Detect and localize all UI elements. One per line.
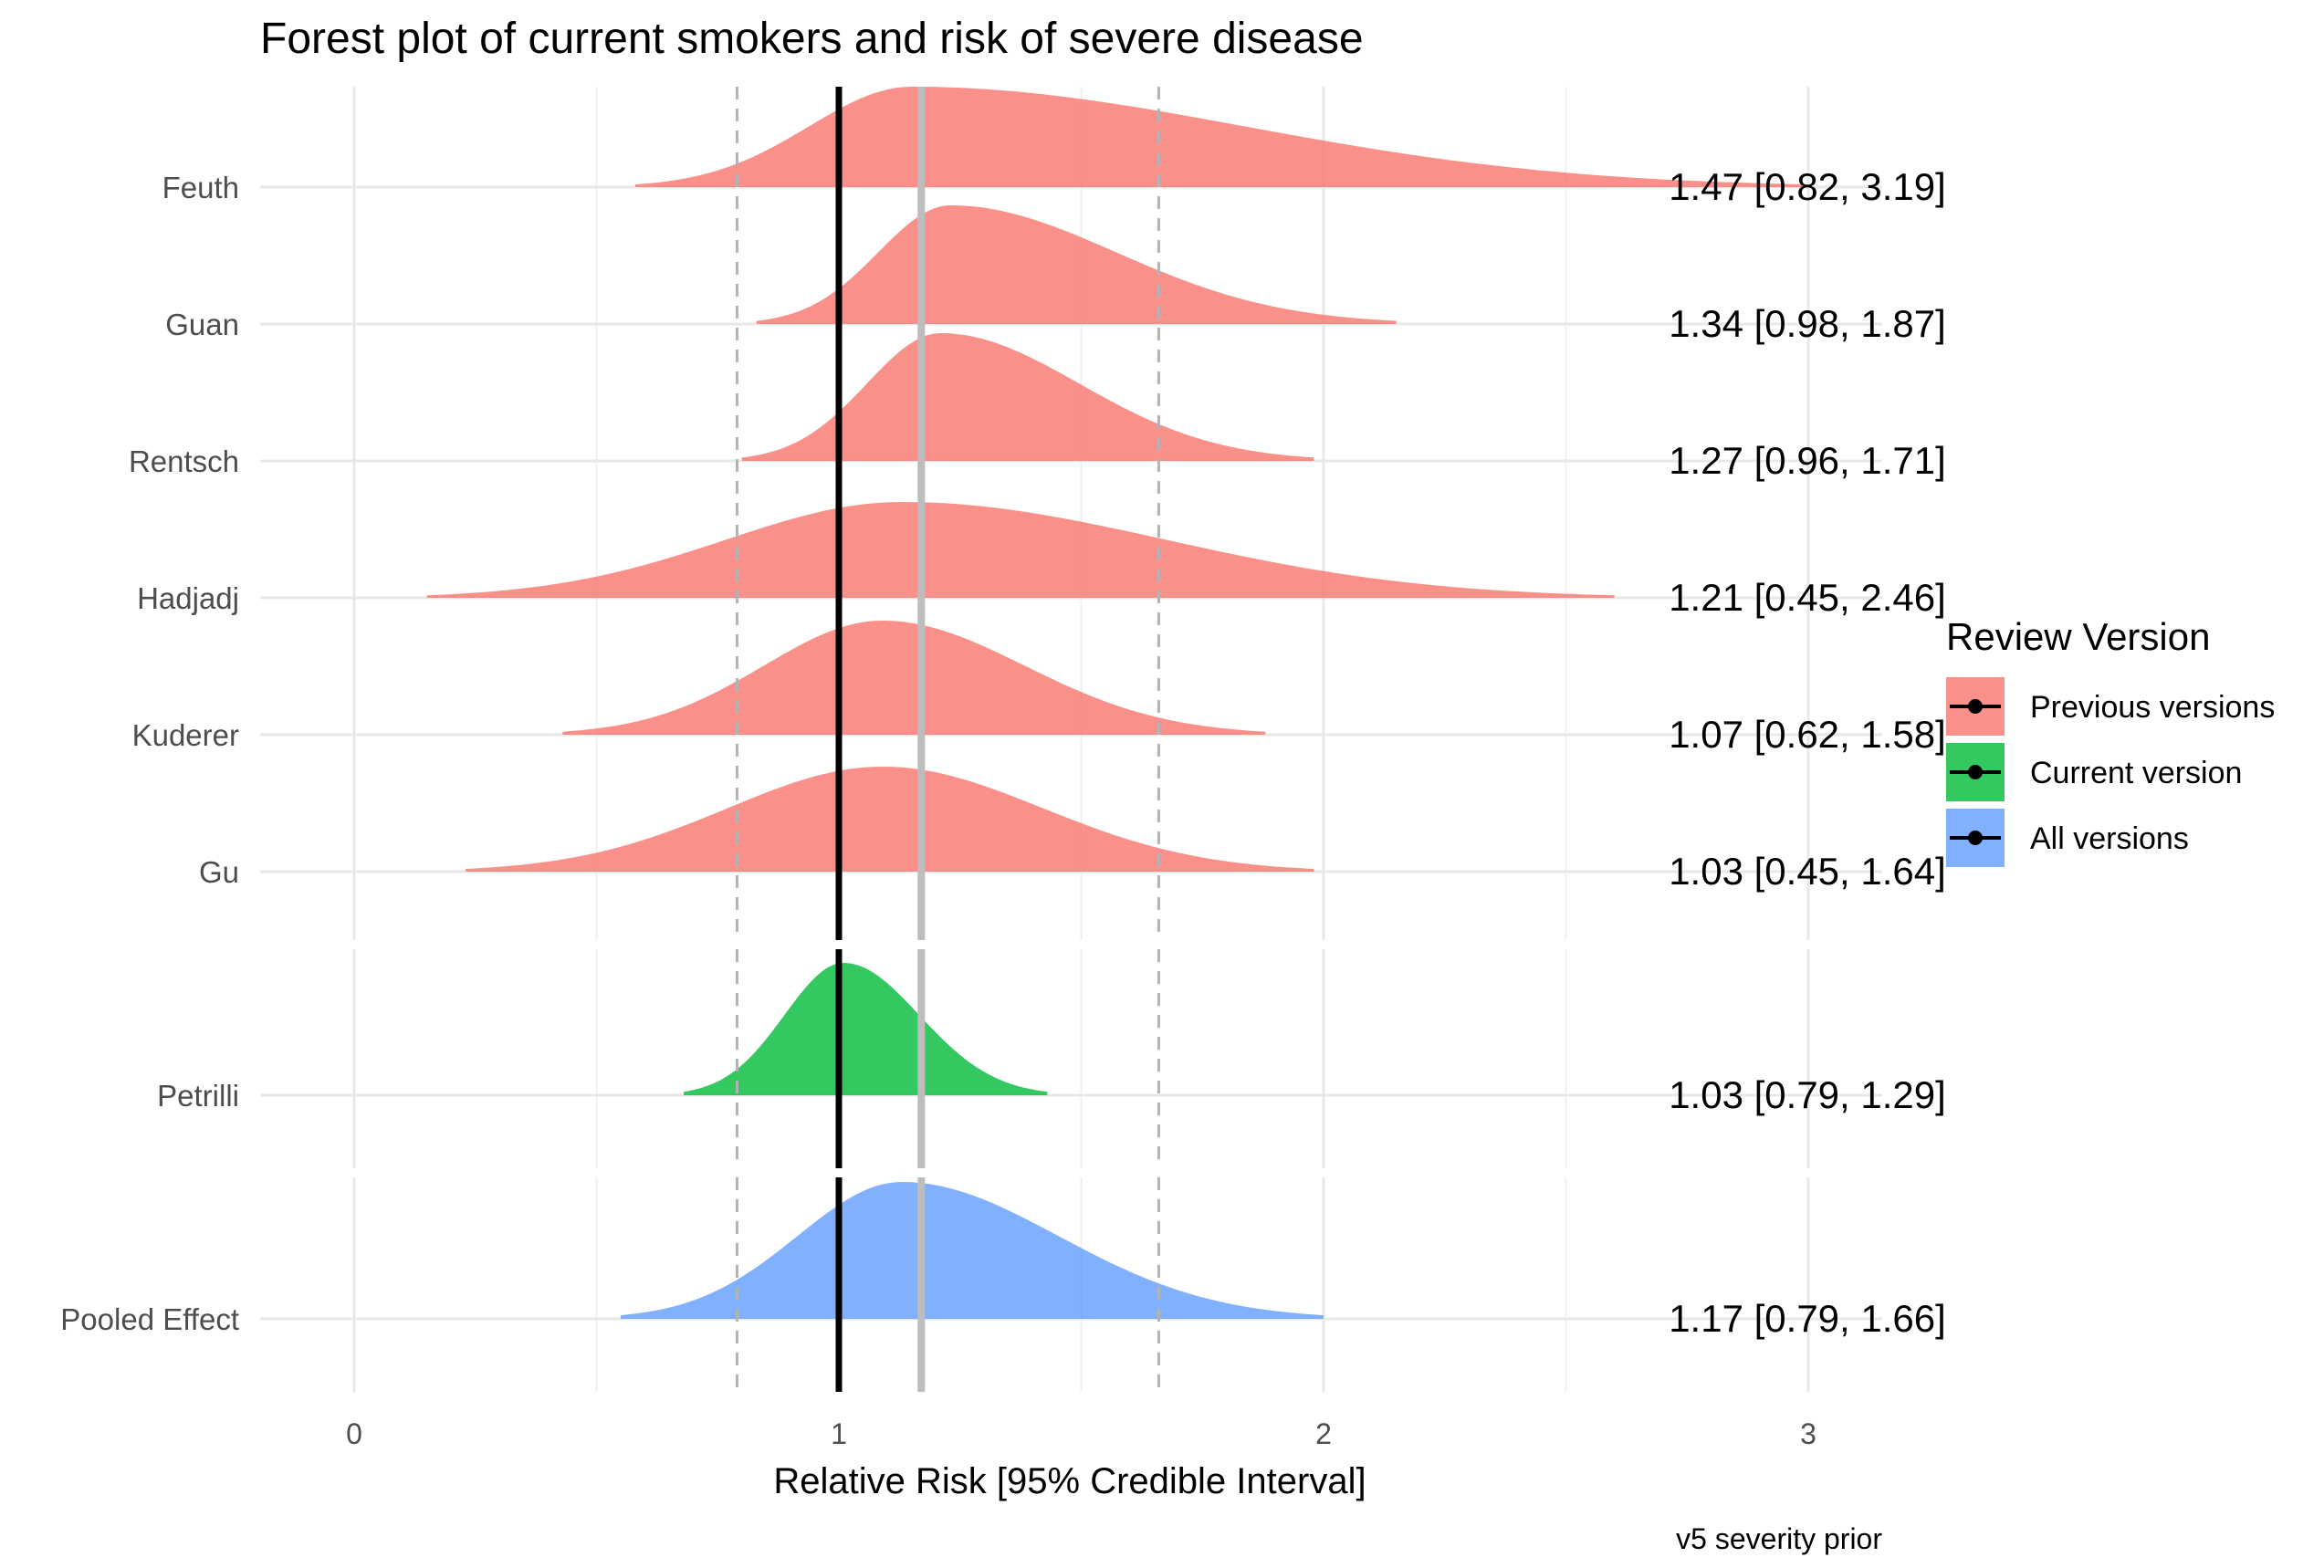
chart-caption: v5 severity prior [1676,1522,1882,1555]
density-ridge-rentsch [741,333,1314,461]
row-label: Rentsch [129,444,239,478]
row-label: Petrilli [157,1079,239,1113]
legend-key-point [1968,765,1983,779]
density-ridge-guan [756,205,1397,324]
row-label: Guan [165,308,239,341]
estimate-label: 1.27 [0.96, 1.71] [1669,439,1946,482]
legend-item-label: All versions [2030,821,2189,856]
x-tick-label: 3 [1800,1417,1816,1450]
density-layer [426,87,1808,1319]
legend-item-label: Previous versions [2030,690,2275,725]
reference-lines [735,87,1160,1392]
estimate-label: 1.03 [0.45, 1.64] [1669,850,1946,893]
legend-key-point [1968,831,1983,845]
density-ridge-petrilli [684,963,1048,1095]
estimate-label: 1.34 [0.98, 1.87] [1669,302,1946,345]
density-ridge-hadjadj [426,502,1615,598]
estimate-label: 1.07 [0.62, 1.58] [1669,713,1946,756]
legend-title: Review Version [1946,615,2210,658]
row-label: Pooled Effect [60,1302,239,1336]
x-axis-title: Relative Risk [95% Credible Interval] [773,1461,1366,1501]
chart-title: Forest plot of current smokers and risk … [260,15,1364,63]
estimate-label: 1.21 [0.45, 2.46] [1669,576,1946,619]
estimate-label: 1.47 [0.82, 3.19] [1669,165,1946,208]
density-ridge-pooled-effect [621,1182,1324,1319]
row-label: Gu [199,855,239,889]
density-ridge-feuth [635,87,1808,187]
x-tick-label: 2 [1315,1417,1332,1450]
x-tick-label: 1 [831,1417,847,1450]
row-label: Hadjadj [137,581,239,615]
text-layer: Forest plot of current smokers and risk … [60,15,1945,1555]
legend: Review Version Previous versions Current … [1946,615,2275,867]
x-tick-label: 0 [346,1417,362,1450]
row-label: Kuderer [132,718,239,752]
estimate-label: 1.03 [0.79, 1.29] [1669,1073,1946,1116]
estimate-label: 1.17 [0.79, 1.66] [1669,1297,1946,1340]
legend-key-point [1968,699,1983,714]
density-ridge-gu [466,767,1314,872]
legend-item-label: Current version [2030,756,2242,790]
row-label: Feuth [162,171,239,204]
legend-items: Previous versions Current version All vers… [1946,677,2275,867]
